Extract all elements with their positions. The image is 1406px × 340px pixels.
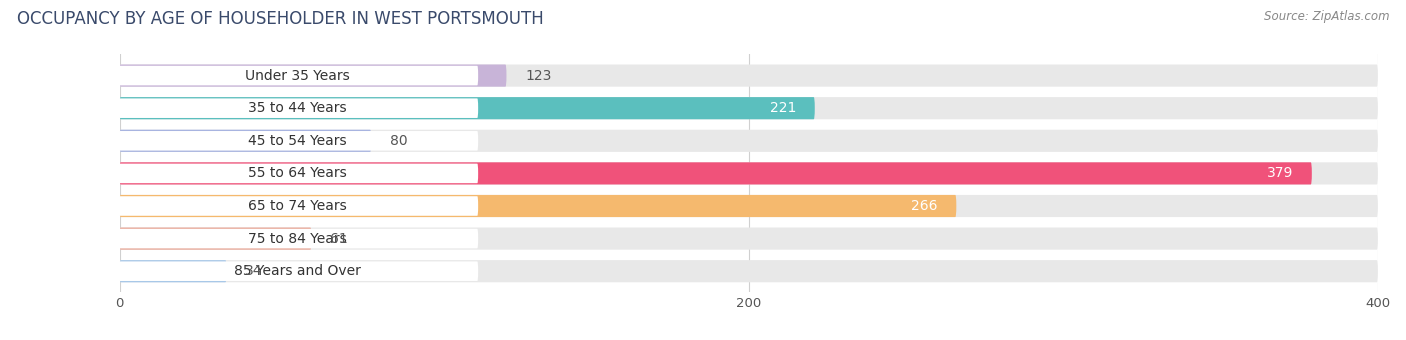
Text: 55 to 64 Years: 55 to 64 Years (247, 166, 347, 181)
FancyBboxPatch shape (117, 229, 478, 249)
Text: 221: 221 (769, 101, 796, 115)
Text: 65 to 74 Years: 65 to 74 Years (247, 199, 347, 213)
FancyBboxPatch shape (120, 260, 1378, 282)
FancyBboxPatch shape (117, 131, 478, 151)
FancyBboxPatch shape (117, 261, 478, 281)
FancyBboxPatch shape (120, 162, 1378, 185)
FancyBboxPatch shape (120, 227, 311, 250)
FancyBboxPatch shape (120, 227, 1378, 250)
FancyBboxPatch shape (120, 97, 1378, 119)
FancyBboxPatch shape (120, 162, 1312, 185)
FancyBboxPatch shape (120, 65, 1378, 87)
Text: 75 to 84 Years: 75 to 84 Years (247, 232, 347, 245)
Text: 80: 80 (389, 134, 408, 148)
Text: 123: 123 (526, 69, 551, 83)
Text: Source: ZipAtlas.com: Source: ZipAtlas.com (1264, 10, 1389, 23)
Text: OCCUPANCY BY AGE OF HOUSEHOLDER IN WEST PORTSMOUTH: OCCUPANCY BY AGE OF HOUSEHOLDER IN WEST … (17, 10, 544, 28)
Text: 61: 61 (330, 232, 349, 245)
FancyBboxPatch shape (120, 65, 506, 87)
FancyBboxPatch shape (120, 260, 226, 282)
Text: 266: 266 (911, 199, 938, 213)
Text: 34: 34 (245, 264, 263, 278)
FancyBboxPatch shape (120, 130, 371, 152)
Text: 45 to 54 Years: 45 to 54 Years (247, 134, 346, 148)
FancyBboxPatch shape (117, 98, 478, 118)
Text: 85 Years and Over: 85 Years and Over (233, 264, 361, 278)
Text: 35 to 44 Years: 35 to 44 Years (247, 101, 346, 115)
FancyBboxPatch shape (120, 195, 1378, 217)
Text: 379: 379 (1267, 166, 1294, 181)
Text: Under 35 Years: Under 35 Years (245, 69, 350, 83)
FancyBboxPatch shape (117, 164, 478, 183)
FancyBboxPatch shape (120, 130, 1378, 152)
FancyBboxPatch shape (120, 97, 814, 119)
FancyBboxPatch shape (120, 195, 956, 217)
FancyBboxPatch shape (117, 66, 478, 85)
FancyBboxPatch shape (117, 196, 478, 216)
